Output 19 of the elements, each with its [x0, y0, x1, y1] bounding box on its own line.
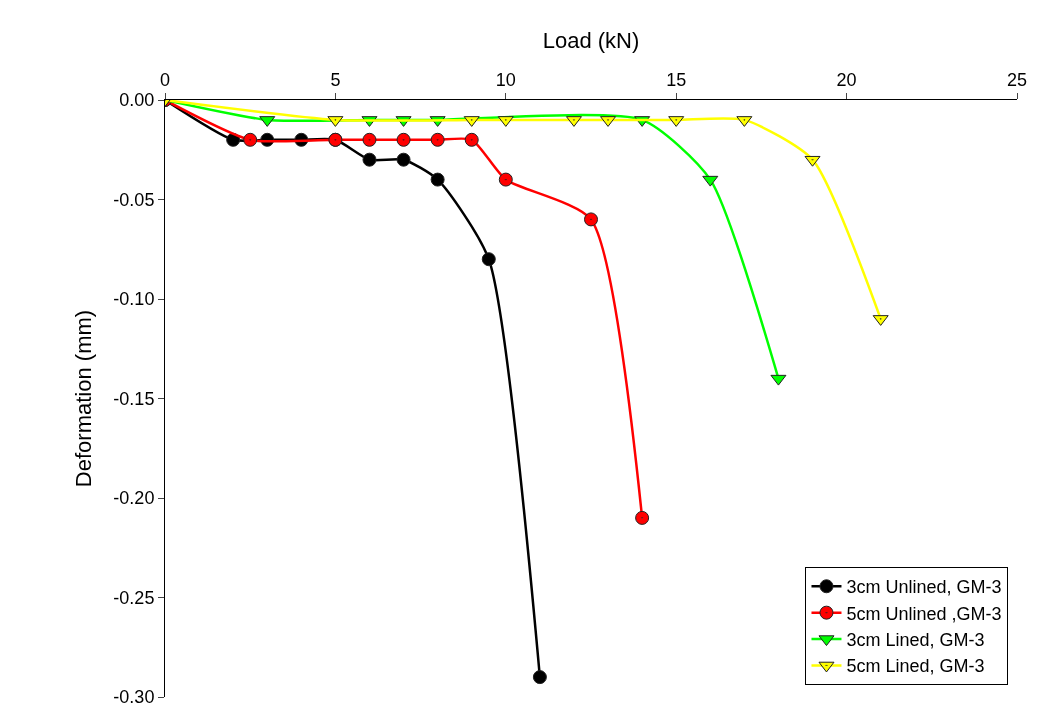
y-axis-title: Deformation (mm)	[71, 309, 97, 488]
x-tick-label: 10	[495, 69, 516, 90]
x-tick-label: 0	[159, 69, 171, 90]
x-tick-label: 20	[836, 69, 857, 90]
legend-label: 3cm Lined, GM-3	[846, 630, 985, 651]
x-tick-label: 15	[666, 69, 687, 90]
legend-label: 3cm Unlined, GM-3	[846, 577, 1002, 598]
x-tick-label: 25	[1006, 69, 1028, 90]
y-tick-label: -0.10	[113, 289, 155, 310]
x-axis-title: Load (kN)	[542, 27, 640, 53]
x-tick-label: 5	[330, 69, 341, 90]
y-tick-label: -0.30	[113, 687, 155, 708]
legend-label: 5cm Lined, GM-3	[846, 656, 985, 677]
y-tick-label: 0.00	[119, 90, 155, 111]
y-tick-label: -0.20	[113, 488, 155, 509]
y-tick-label: -0.25	[113, 587, 155, 608]
legend-label: 5cm Unlined ,GM-3	[846, 603, 1002, 624]
y-tick-label: -0.05	[113, 189, 155, 210]
y-tick-label: -0.15	[113, 388, 155, 409]
